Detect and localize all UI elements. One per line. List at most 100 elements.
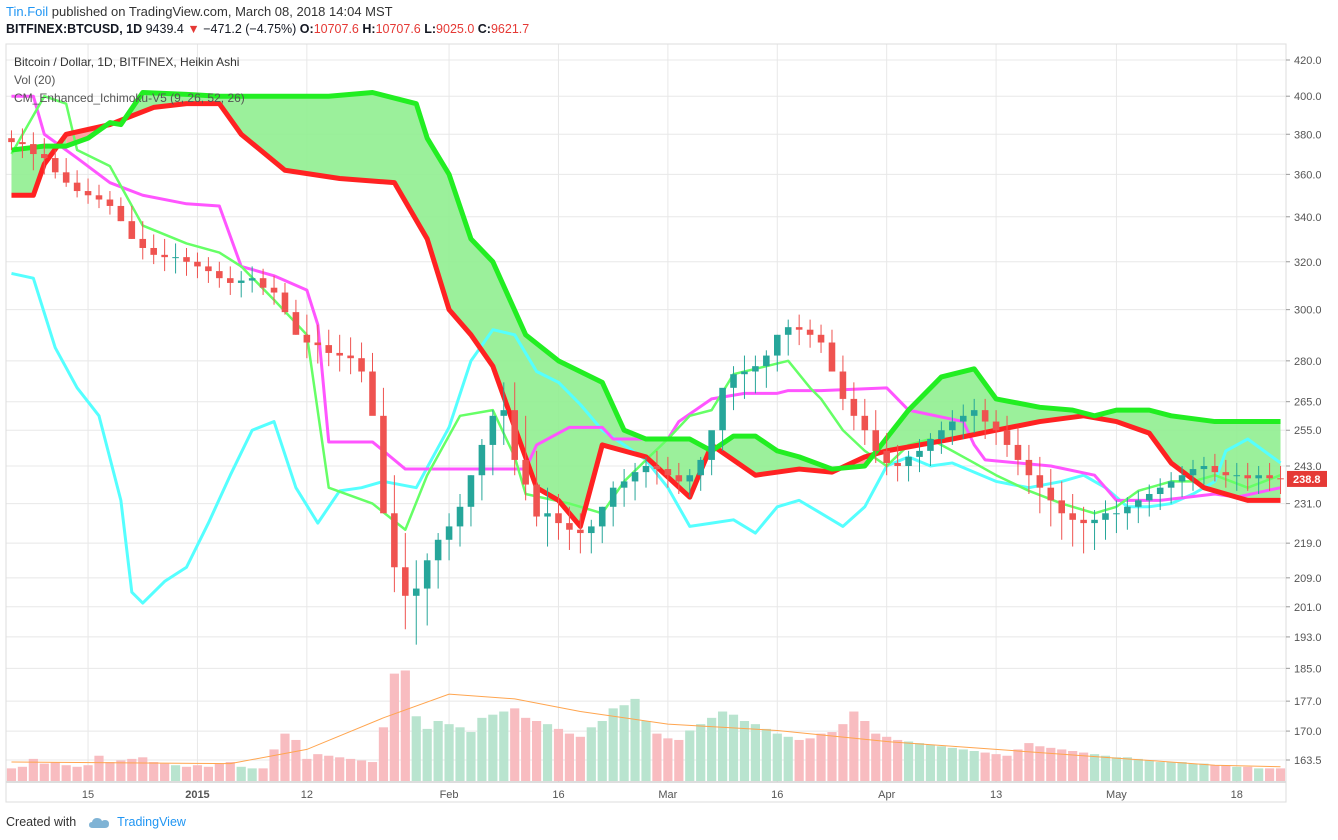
volume-bar	[444, 724, 454, 781]
volume-bar	[160, 763, 170, 781]
candle-body	[1167, 481, 1175, 488]
volume-bar	[203, 766, 213, 781]
volume-bar	[1188, 763, 1198, 781]
volume-bar	[1035, 746, 1045, 781]
volume-bar	[575, 736, 585, 781]
candle-body	[1124, 506, 1131, 514]
volume-bar	[378, 727, 389, 781]
volume-bar	[641, 721, 651, 781]
time-tick-label: Mar	[658, 789, 677, 801]
candle-body	[566, 523, 573, 530]
candle-body	[347, 355, 354, 359]
volume-bar	[28, 758, 38, 781]
candle-body	[500, 410, 508, 416]
candle-body	[303, 334, 311, 343]
candle-body	[741, 371, 748, 375]
price-tick-label: 255.0	[1294, 425, 1322, 437]
candle-body	[1047, 487, 1055, 501]
cloud-fill	[722, 436, 843, 476]
candle-body	[8, 138, 15, 143]
candle-body	[905, 456, 912, 466]
candle-body	[270, 287, 278, 293]
candle-body	[795, 327, 803, 330]
author-link[interactable]: Tin.Foil	[6, 4, 49, 19]
candle-body	[959, 415, 967, 422]
candle-body	[752, 366, 759, 372]
candle-body	[1255, 475, 1262, 479]
volume-bar	[761, 728, 771, 781]
volume-bar	[871, 733, 881, 781]
created-with-text: Created with	[6, 815, 77, 829]
volume-bar	[925, 744, 936, 781]
candle-body	[281, 292, 289, 313]
low-value: 9025.0	[436, 22, 475, 36]
price-tick-label: 163.5	[1294, 755, 1322, 767]
candle-body	[631, 472, 639, 482]
volume-bar	[1166, 762, 1176, 781]
candle-body	[161, 254, 168, 258]
volume-bar	[236, 766, 246, 781]
price-tick-label: 300.0	[1294, 305, 1322, 317]
volume-bar	[72, 766, 82, 781]
candle-body	[423, 560, 431, 589]
candle-body	[1233, 475, 1241, 477]
candle-body	[380, 415, 387, 514]
volume-bar	[94, 755, 104, 781]
last-price-badge	[1287, 470, 1327, 487]
candle-body	[1003, 430, 1011, 445]
volume-bar	[816, 733, 826, 781]
publish-info: Tin.Foil published on TradingView.com, M…	[6, 4, 393, 19]
volume-bar	[105, 762, 115, 781]
volume-bar	[542, 724, 553, 781]
volume-bar	[1002, 755, 1012, 781]
volume-bar	[969, 751, 979, 781]
price-tick-label: 185.0	[1294, 663, 1322, 675]
volume-bar	[324, 755, 334, 781]
open-value: 10707.6	[313, 22, 359, 36]
volume-bar	[947, 747, 957, 781]
candle-body	[402, 567, 409, 596]
high-value: 10707.6	[375, 22, 421, 36]
volume-bar	[313, 754, 323, 781]
volume-bar	[608, 708, 618, 781]
candle-body	[850, 398, 858, 416]
legend-symbol: Bitcoin / Dollar, 1D, BITFINEX, Heikin A…	[14, 55, 240, 69]
volume-bar	[772, 733, 782, 781]
candle-body	[1058, 500, 1066, 514]
candle-body	[467, 475, 475, 507]
volume-bar	[619, 705, 629, 781]
price-tick-label: 177.0	[1294, 696, 1322, 708]
open-label: O:	[299, 22, 314, 36]
price-tick-label: 201.0	[1294, 602, 1322, 614]
candle-body	[1080, 519, 1087, 524]
candle-body	[248, 278, 256, 281]
candle-body	[577, 529, 584, 534]
time-tick-label: 2015	[185, 789, 209, 801]
candle-body	[1102, 513, 1109, 520]
candle-body	[84, 191, 92, 196]
time-tick-label: 18	[1231, 789, 1243, 801]
price-tick-label: 265.0	[1294, 397, 1322, 409]
price-tick-label: 243.0	[1294, 461, 1322, 473]
cloud-fill	[875, 368, 1281, 501]
volume-bar	[214, 763, 224, 781]
candle-body	[949, 421, 956, 431]
price-tick-label: 340.0	[1294, 212, 1322, 224]
tradingview-link[interactable]: TradingView	[117, 815, 186, 829]
volume-bar	[1089, 754, 1100, 781]
volume-bar	[192, 765, 203, 781]
volume-bar	[739, 721, 750, 781]
volume-bar	[61, 765, 71, 781]
volume-bar	[335, 757, 345, 781]
cloud-fill	[131, 92, 712, 527]
candle-body	[894, 462, 901, 466]
candle-body	[981, 410, 989, 422]
candle-body	[1244, 475, 1251, 479]
candle-body	[609, 487, 617, 507]
volume-bar	[258, 768, 268, 781]
volume-bar	[849, 711, 859, 781]
candle-body	[259, 278, 267, 288]
price-change: −471.2 (−4.75%)	[203, 22, 297, 36]
volume-bar	[181, 766, 192, 781]
